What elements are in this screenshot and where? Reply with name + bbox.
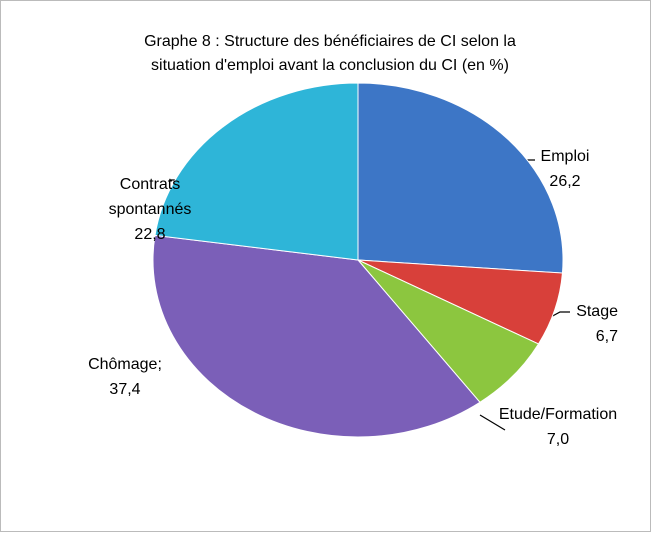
slice-label-name: spontannés	[109, 201, 192, 218]
slice-label: Contrats spontannés 22,8	[109, 176, 192, 243]
pie-slice	[154, 82, 359, 261]
pie-slice	[357, 82, 564, 274]
slice-value-label: 22,8	[134, 226, 165, 243]
slice-value-label: 7,0	[547, 431, 569, 448]
slice-label-name: Contrats	[120, 176, 180, 193]
slice-label-name: Etude/Formation	[499, 406, 617, 423]
pie-slice	[152, 234, 481, 438]
slice-value-label: 26,2	[549, 173, 580, 190]
slice-value-label: 6,7	[596, 328, 618, 345]
slice-label: Stage 6,7	[576, 303, 618, 345]
slice-value-label: 37,4	[109, 381, 140, 398]
slice-label-name: Chômage;	[88, 356, 162, 373]
chart-title: Graphe 8 : Structure des bénéficiaires d…	[144, 33, 516, 74]
slice-label-name: Emploi	[541, 148, 590, 165]
slice-label: Emploi 26,2	[541, 148, 590, 190]
slice-label: Chômage; 37,4	[88, 356, 162, 398]
slice-label-name: Stage	[576, 303, 618, 320]
slice-label: Etude/Formation 7,0	[499, 406, 617, 448]
